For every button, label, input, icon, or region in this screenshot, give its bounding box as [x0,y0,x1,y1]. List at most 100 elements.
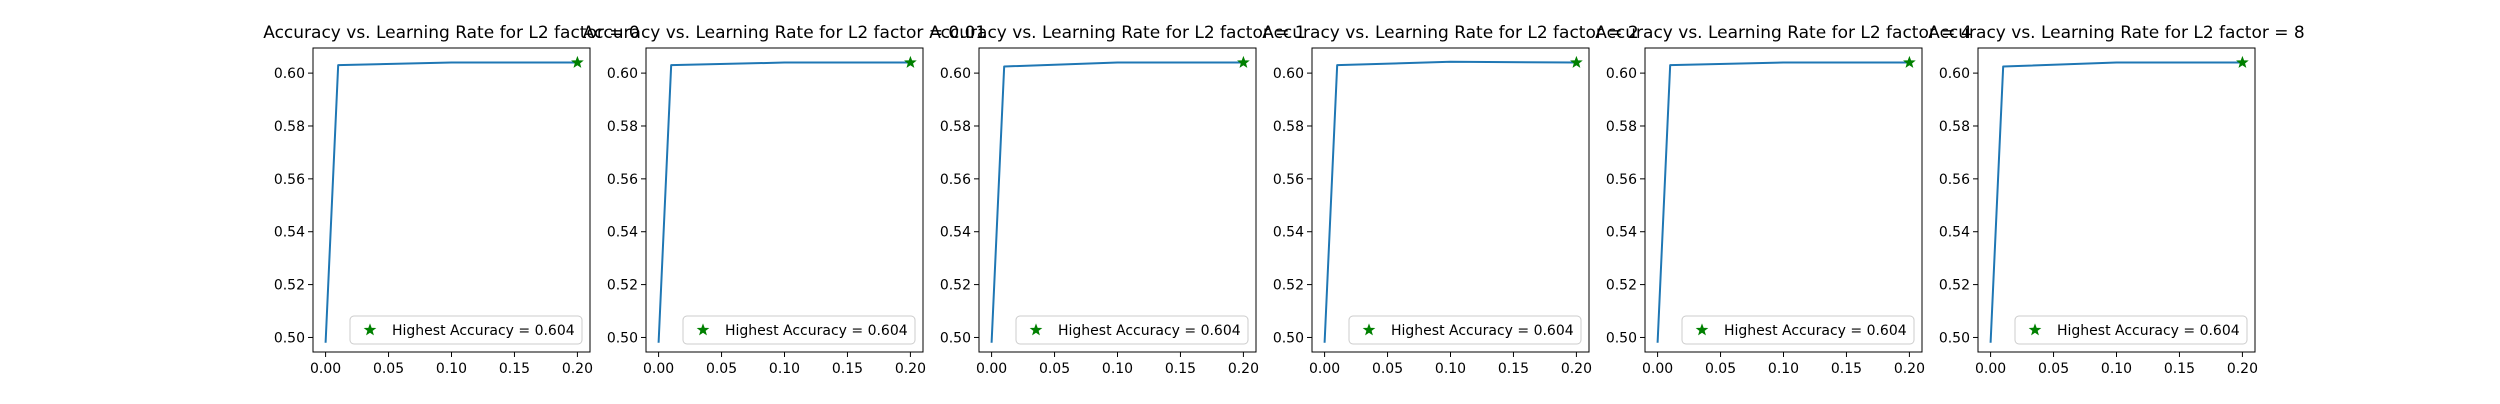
chart-panel-6: Accuracy vs. Learning Rate for L2 factor… [1928,23,2304,377]
legend-marker [1695,323,1709,336]
legend: Highest Accuracy = 0.604 [1015,315,1249,345]
legend-label: Highest Accuracy = 0.604 [1058,323,1241,339]
axes-frame [1311,47,1590,353]
y-tick-label: 0.50 [1939,330,1970,346]
legend-marker [696,323,710,336]
x-tick-label: 0.10 [1102,361,1133,377]
y-tick-label: 0.52 [607,278,638,294]
legend-box [682,315,916,345]
series-line [990,61,1244,343]
chart-panel-3: Accuracy vs. Learning Rate for L2 factor… [929,23,1305,377]
x-tick-label: 0.05 [1705,361,1736,377]
legend-marker [2028,323,2042,336]
legend-label: Highest Accuracy = 0.604 [2057,323,2240,339]
x-tick-label: 0.10 [1768,361,1799,377]
y-tick-label: 0.56 [607,172,638,188]
y-tick-label: 0.54 [1606,225,1637,241]
legend-marker [363,323,377,336]
y-tick-label: 0.58 [1939,119,1970,135]
chart-title: Accuracy vs. Learning Rate for L2 factor… [583,23,987,43]
y-tick-label: 0.52 [1273,278,1304,294]
y-tick-label: 0.60 [274,66,305,82]
x-tick-label: 0.20 [895,361,926,377]
legend-label: Highest Accuracy = 0.604 [1724,323,1907,339]
highest-accuracy-marker [571,55,584,68]
x-tick-label: 0.05 [373,361,404,377]
y-tick-label: 0.50 [1606,330,1637,346]
legend-label: Highest Accuracy = 0.604 [1391,323,1574,339]
y-tick-label: 0.56 [1939,172,1970,188]
y-tick-label: 0.58 [274,119,305,135]
x-tick-label: 0.05 [1039,361,1070,377]
chart-panel-2: Accuracy vs. Learning Rate for L2 factor… [583,23,987,377]
y-tick-label: 0.52 [1939,278,1970,294]
y-tick-label: 0.50 [274,330,305,346]
legend-box [1681,315,1915,345]
series-line [657,61,911,343]
series-line [1656,61,1910,343]
legend-label: Highest Accuracy = 0.604 [392,323,575,339]
legend-box [349,315,583,345]
x-tick-label: 0.05 [2038,361,2069,377]
y-tick-label: 0.56 [940,172,971,188]
y-tick-label: 0.54 [1273,225,1304,241]
axes-frame [1644,47,1923,353]
x-tick-label: 0.00 [1975,361,2006,377]
y-tick-label: 0.58 [1273,119,1304,135]
axes-frame [978,47,1257,353]
axes-frame [312,47,591,353]
x-tick-label: 0.20 [1228,361,1259,377]
y-tick-label: 0.54 [607,225,638,241]
y-tick-label: 0.54 [1939,225,1970,241]
x-tick-label: 0.05 [706,361,737,377]
x-tick-label: 0.10 [769,361,800,377]
highest-accuracy-marker [1903,55,1916,68]
x-tick-label: 0.00 [643,361,674,377]
legend: Highest Accuracy = 0.604 [682,315,916,345]
legend-box [1348,315,1582,345]
chart-title: Accuracy vs. Learning Rate for L2 factor… [1595,23,1971,43]
x-tick-label: 0.15 [1498,361,1529,377]
legend: Highest Accuracy = 0.604 [1348,315,1582,345]
axes-frame [1977,47,2256,353]
y-tick-label: 0.52 [1606,278,1637,294]
series-line [1989,61,2243,343]
x-tick-label: 0.10 [1435,361,1466,377]
highest-accuracy-marker [904,55,917,68]
legend: Highest Accuracy = 0.604 [1681,315,1915,345]
y-tick-label: 0.60 [1273,66,1304,82]
y-tick-label: 0.50 [940,330,971,346]
y-tick-label: 0.60 [1939,66,1970,82]
chart-title: Accuracy vs. Learning Rate for L2 factor… [1262,23,1638,43]
x-tick-label: 0.20 [1561,361,1592,377]
x-tick-label: 0.20 [2227,361,2258,377]
y-tick-label: 0.58 [607,119,638,135]
x-tick-label: 0.00 [310,361,341,377]
y-tick-label: 0.56 [1606,172,1637,188]
y-tick-label: 0.58 [1606,119,1637,135]
chart-panel-5: Accuracy vs. Learning Rate for L2 factor… [1595,23,1971,377]
chart-title: Accuracy vs. Learning Rate for L2 factor… [1928,23,2304,43]
highest-accuracy-marker [1570,55,1583,68]
x-tick-label: 0.15 [1165,361,1196,377]
legend-label: Highest Accuracy = 0.604 [725,323,908,339]
chart-panel-4: Accuracy vs. Learning Rate for L2 factor… [1262,23,1638,377]
y-tick-label: 0.52 [940,278,971,294]
legend: Highest Accuracy = 0.604 [349,315,583,345]
x-tick-label: 0.20 [562,361,593,377]
legend-box [1015,315,1249,345]
y-tick-label: 0.56 [274,172,305,188]
x-tick-label: 0.15 [2164,361,2195,377]
series-line [324,61,578,343]
highest-accuracy-marker [1237,55,1250,68]
legend-marker [1362,323,1376,336]
y-tick-label: 0.60 [1606,66,1637,82]
chart-title: Accuracy vs. Learning Rate for L2 factor… [263,23,639,43]
chart-title: Accuracy vs. Learning Rate for L2 factor… [929,23,1305,43]
x-tick-label: 0.20 [1894,361,1925,377]
x-tick-label: 0.15 [1831,361,1862,377]
legend: Highest Accuracy = 0.604 [2014,315,2248,345]
x-tick-label: 0.05 [1372,361,1403,377]
